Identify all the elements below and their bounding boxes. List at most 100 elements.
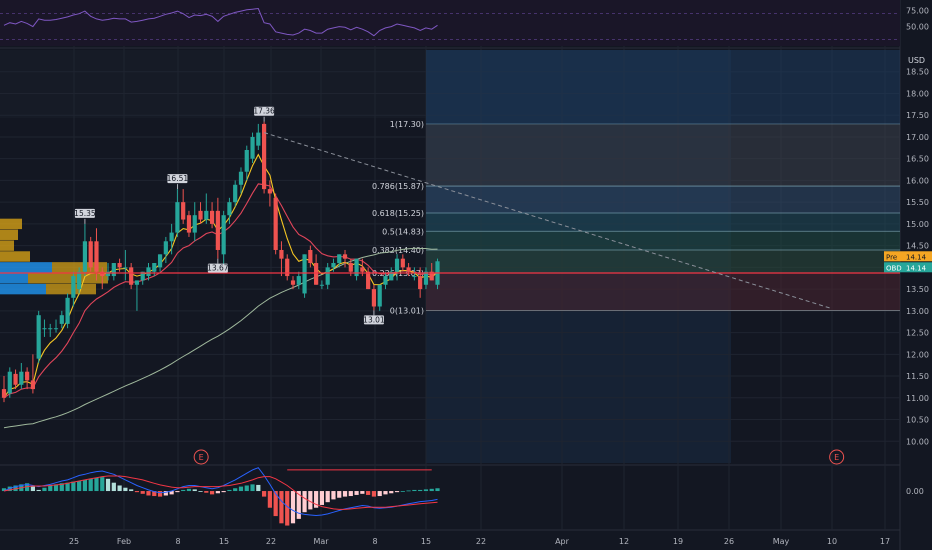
candle-body [256, 132, 261, 146]
macd-histogram-bar [273, 491, 278, 517]
candle-body [262, 123, 267, 190]
time-axis-tick: 22 [266, 537, 276, 546]
candle [7, 367, 12, 398]
callout-box [74, 208, 95, 218]
candle-body [186, 215, 192, 233]
candle [209, 202, 215, 229]
candle-body [319, 284, 324, 286]
macd-histogram-bar [209, 491, 215, 495]
price-axis-tick: 17.00 [906, 133, 929, 142]
price-axis-tick: 16.00 [906, 176, 929, 185]
price-axis-tick: 11.50 [906, 372, 929, 381]
candle-body [19, 371, 24, 385]
price-axis-tick: 16.50 [906, 155, 929, 164]
candle-body [342, 254, 348, 259]
macd-histogram-bar [134, 491, 140, 493]
candle [152, 263, 157, 277]
callout-label: 17.36 [253, 107, 275, 116]
ma-mid-line [3, 183, 438, 399]
candle-body [53, 328, 59, 330]
macd-histogram-bar [25, 483, 30, 492]
price-badge-label: Pre [886, 253, 897, 261]
candle-body [77, 271, 82, 290]
chart-annotations: 15.35 16.51 13.67 17.36 13.01 E E [0, 106, 900, 465]
candle-body [152, 263, 157, 272]
candle [140, 271, 145, 285]
macd-histogram-bar [348, 491, 353, 497]
candle [175, 189, 180, 237]
macd-histogram-bar [186, 488, 192, 492]
time-axis-tick: 8 [372, 537, 377, 546]
price-axis-tick: 15.50 [906, 198, 929, 207]
candle-body [302, 254, 307, 294]
rsi-line [3, 7, 438, 37]
candle-body [273, 197, 278, 250]
candle-body [111, 263, 116, 277]
volume-profile-bar [0, 218, 22, 230]
candle-body [146, 267, 151, 277]
candle [285, 254, 290, 281]
fib-zone [426, 186, 900, 214]
time-axis-tick: Apr [555, 537, 570, 546]
macd-histogram-bar [267, 491, 272, 508]
time-axis-tick: 19 [673, 537, 683, 546]
candle [48, 323, 53, 337]
candle [383, 271, 388, 290]
macd-histogram-bar [285, 491, 290, 526]
macd-histogram-bar [238, 486, 244, 492]
macd-histogram-bar [418, 489, 423, 492]
macd-histogram-bar [406, 490, 411, 492]
candle [88, 236, 93, 272]
callout-label: 15.35 [74, 209, 96, 218]
candle [134, 280, 140, 311]
candle-body [394, 258, 400, 272]
candle-body [163, 241, 168, 255]
candle-body [123, 267, 128, 269]
candle [429, 263, 434, 281]
time-axis-tick: 15 [219, 537, 229, 546]
candle-body [325, 267, 330, 285]
time-axis[interactable]: 25 Feb 8 15 22 Mar 8 15 22 Apr 12 19 26 May 10 17 [69, 537, 890, 546]
candle [105, 263, 111, 281]
macd-histogram-bar [360, 491, 365, 494]
candle [59, 310, 64, 329]
macd-histogram-bar [123, 487, 128, 492]
volume-profile-bar [0, 229, 18, 240]
macd-histogram-bar [256, 484, 261, 492]
candle-body [429, 271, 434, 281]
candle [227, 197, 232, 224]
price-axis-tick: 11.00 [906, 394, 929, 403]
candle [192, 202, 197, 242]
price-axis-tick: 14.50 [906, 242, 929, 251]
macd-histogram-bar [308, 491, 313, 510]
candle-body [360, 267, 365, 272]
price-badge-label: OBD [886, 264, 902, 272]
candle-body [314, 263, 319, 285]
macd-histogram-bar [429, 488, 434, 492]
rsi-axis-tick: 75.00 [906, 6, 929, 15]
candle [400, 254, 405, 272]
macd-histogram-bar [192, 489, 197, 492]
volume-profile-bar [28, 273, 108, 284]
macd-histogram-bar [181, 489, 186, 492]
macd-histogram-bar [377, 491, 382, 497]
history-shade [0, 50, 426, 118]
macd-histogram-bar [296, 491, 301, 519]
candle [25, 367, 30, 390]
macd-histogram-bar [319, 491, 324, 505]
candle-body [389, 271, 394, 281]
candle [1, 376, 7, 403]
macd-histogram-bar [371, 491, 377, 497]
macd-histogram-bar [314, 491, 319, 508]
macd-histogram-bar [13, 485, 18, 492]
price-axis[interactable]: 75.00 50.00 0.00 USD 18.50 18.00 17.50 17.00 16.… [884, 0, 932, 550]
candlestick-series [1, 121, 440, 403]
candle-body [192, 215, 197, 233]
candle-body [157, 254, 163, 268]
macd-histogram-bar [152, 491, 157, 497]
candle-body [290, 280, 296, 285]
candle-body [383, 276, 388, 285]
fib-level-label: 0.618(15.25) [372, 209, 424, 218]
candle [262, 121, 267, 194]
